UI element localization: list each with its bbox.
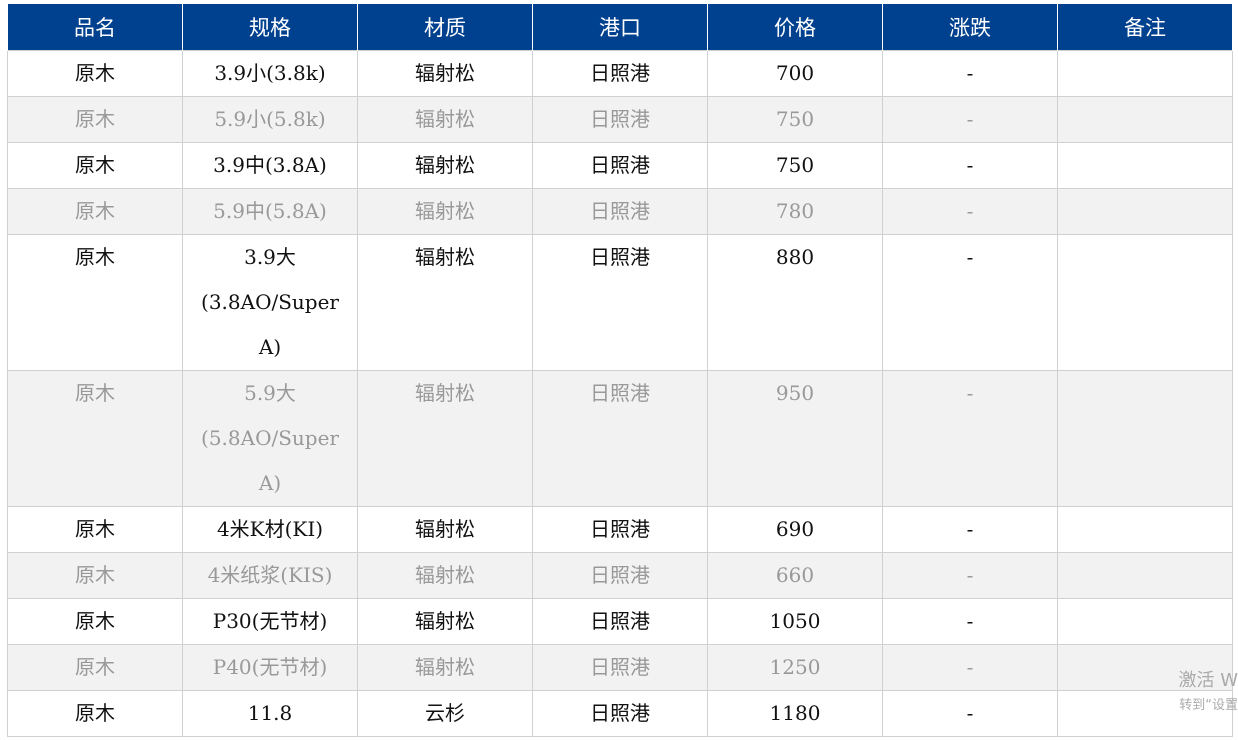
cell: 780 [707, 188, 883, 235]
cell: - [882, 50, 1058, 97]
cell [1057, 644, 1233, 691]
cell: - [882, 598, 1058, 645]
cell: 辐射松 [357, 552, 533, 599]
header-cell: 品名 [7, 4, 183, 51]
cell [1057, 506, 1233, 553]
watermark: 转到“设置 [1179, 698, 1238, 713]
cell [1057, 234, 1233, 371]
cell: 1250 [707, 644, 883, 691]
cell [1057, 96, 1233, 143]
cell [1057, 188, 1233, 235]
cell: 690 [707, 506, 883, 553]
row: 原木 11.8 云杉 日照港 1180- [7, 690, 1233, 737]
cell: 辐射松 [357, 50, 533, 97]
row: 原木 5.9中(5.8A) 辐射松 日照港 780- [7, 188, 1233, 235]
header-row: 品名 规格 材质 港口 价格 涨跌 备注 [7, 4, 1233, 51]
row: 原木 3.9小(3.8k) 辐射松 日照港 700- [7, 50, 1233, 97]
header-cell: 备注 [1057, 4, 1233, 51]
cell: 日照港 [532, 142, 708, 189]
cell: - [882, 644, 1058, 691]
cell: 880 [707, 234, 883, 371]
cell [1057, 598, 1233, 645]
cell: 日照港 [532, 598, 708, 645]
row: 原木 3.9大(3.8AO/Super A) 辐射松 日照港 880- [7, 234, 1233, 371]
cell: P30(无节材) [182, 598, 358, 645]
cell: 5.9中(5.8A) [182, 188, 358, 235]
cell [1057, 50, 1233, 97]
cell: 5.9小(5.8k) [182, 96, 358, 143]
row: 原木 5.9小(5.8k) 辐射松 日照港 750- [7, 96, 1233, 143]
cell: 日照港 [532, 690, 708, 737]
cell: - [882, 188, 1058, 235]
cell: 日照港 [532, 506, 708, 553]
cell: 原木 [7, 96, 183, 143]
header-cell: 规格 [182, 4, 358, 51]
cell: 原木 [7, 506, 183, 553]
header-cell: 港口 [532, 4, 708, 51]
cell: 4米K材(KI) [182, 506, 358, 553]
cell: 4米纸浆(KIS) [182, 552, 358, 599]
cell: 原木 [7, 50, 183, 97]
cell: 辐射松 [357, 96, 533, 143]
cell: - [882, 690, 1058, 737]
cell: - [882, 96, 1058, 143]
cell: 辐射松 [357, 506, 533, 553]
cell [1057, 552, 1233, 599]
cell: 1180 [707, 690, 883, 737]
cell: 辐射松 [357, 644, 533, 691]
cell: 云杉 [357, 690, 533, 737]
cell: 5.9大(5.8AO/Super A) [182, 370, 358, 507]
price-table: 品名 规格 材质 港口 价格 涨跌 备注 原木 3.9小(3.8k) 辐射松 日照港 700- 原木 5… [7, 4, 1233, 737]
cell: 辐射松 [357, 370, 533, 507]
cell: - [882, 370, 1058, 507]
header-cell: 价格 [707, 4, 883, 51]
cell: 700 [707, 50, 883, 97]
row: 原木 4米K材(KI) 辐射松 日照港 690- [7, 506, 1233, 553]
row: 原木 3.9中(3.8A) 辐射松 日照港 750- [7, 142, 1233, 189]
cell: 辐射松 [357, 142, 533, 189]
cell: - [882, 552, 1058, 599]
row: 原木 P40(无节材) 辐射松 日照港 1250- [7, 644, 1233, 691]
cell: 辐射松 [357, 234, 533, 371]
cell: 950 [707, 370, 883, 507]
cell: 原木 [7, 598, 183, 645]
row: 原木 5.9大(5.8AO/Super A) 辐射松 日照港 950- [7, 370, 1233, 507]
cell: 原木 [7, 142, 183, 189]
cell: 原木 [7, 552, 183, 599]
cell: 原木 [7, 188, 183, 235]
cell: 3.9中(3.8A) [182, 142, 358, 189]
cell: 660 [707, 552, 883, 599]
cell: 原木 [7, 370, 183, 507]
cell [1057, 690, 1233, 737]
cell: 11.8 [182, 690, 358, 737]
cell: 日照港 [532, 188, 708, 235]
cell: 原木 [7, 644, 183, 691]
cell: 原木 [7, 234, 183, 371]
cell: 日照港 [532, 234, 708, 371]
cell: 1050 [707, 598, 883, 645]
header-cell: 材质 [357, 4, 533, 51]
cell: 原木 [7, 690, 183, 737]
cell: 日照港 [532, 370, 708, 507]
header-cell: 涨跌 [882, 4, 1058, 51]
cell: P40(无节材) [182, 644, 358, 691]
cell: - [882, 234, 1058, 371]
row: 原木 P30(无节材) 辐射松 日照港 1050- [7, 598, 1233, 645]
cell: 750 [707, 96, 883, 143]
cell: 3.9小(3.8k) [182, 50, 358, 97]
cell: - [882, 506, 1058, 553]
cell: 750 [707, 142, 883, 189]
cell: 辐射松 [357, 598, 533, 645]
cell: 日照港 [532, 96, 708, 143]
cell: 日照港 [532, 50, 708, 97]
cell [1057, 370, 1233, 507]
watermark: 激活 W [1178, 670, 1238, 691]
row: 原木 4米纸浆(KIS) 辐射松 日照港 660- [7, 552, 1233, 599]
cell [1057, 142, 1233, 189]
cell: 日照港 [532, 644, 708, 691]
cell: 日照港 [532, 552, 708, 599]
cell: 辐射松 [357, 188, 533, 235]
cell: - [882, 142, 1058, 189]
cell: 3.9大(3.8AO/Super A) [182, 234, 358, 371]
